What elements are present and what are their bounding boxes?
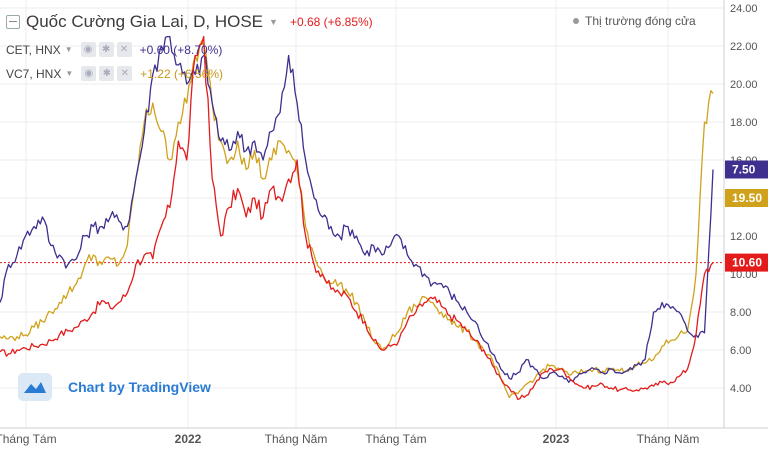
y-tick-label: 6.00 (730, 345, 751, 357)
x-tick-label: 2023 (543, 432, 570, 446)
y-tick-label: 4.00 (730, 383, 751, 395)
series-line-cet (0, 35, 714, 383)
cet-change: +0.60 (+8.70%) (139, 42, 223, 57)
price-label-box (725, 253, 768, 272)
y-tick-label: 18.00 (730, 117, 758, 129)
collapse-legend-icon[interactable] (6, 15, 20, 29)
close-icon[interactable]: ✕ (117, 66, 133, 81)
market-status-text: Thị trường đóng cửa (585, 14, 696, 28)
market-status: Thị trường đóng cửa (573, 14, 696, 28)
series-lines (0, 35, 714, 401)
vc7-symbol[interactable]: VC7, HNX (6, 66, 62, 81)
y-tick-label: 24.00 (730, 3, 758, 15)
price-label-vc7: 19.50 (725, 189, 768, 207)
eye-icon[interactable]: ◉ (81, 66, 97, 81)
series-line-qu-c-c-ng-gia-lai (0, 35, 714, 401)
tradingview-watermark[interactable]: Chart by TradingView (18, 373, 211, 401)
x-tick-label: Tháng Tám (0, 432, 57, 446)
legend: Quốc Cường Gia Lai, D, HOSE ▼ +0.68 (+6.… (0, 0, 730, 90)
series-actions: ◉ ✱ ✕ (80, 42, 132, 57)
x-tick-label: Tháng Tám (365, 432, 426, 446)
cet-symbol[interactable]: CET, HNX (6, 42, 61, 57)
main-change: +0.68 (+6.85%) (289, 15, 373, 29)
y-tick-label: 8.00 (730, 307, 751, 319)
gear-icon[interactable]: ✱ (98, 42, 114, 57)
x-tick-label: 2022 (175, 432, 202, 446)
legend-row-vc7[interactable]: VC7, HNX ▼ ◉ ✱ ✕ +1.22 (+6.56%) (6, 66, 223, 81)
tradingview-logo-icon (18, 373, 52, 401)
price-label-text: 19.50 (732, 191, 762, 205)
vc7-change: +1.22 (+6.56%) (140, 66, 224, 81)
price-label-text: 7.50 (732, 163, 756, 177)
price-label-box (725, 160, 768, 179)
watermark-text: Chart by TradingView (68, 379, 211, 395)
price-label-qcg: 10.60 (725, 253, 768, 272)
gear-icon[interactable]: ✱ (99, 66, 115, 81)
main-symbol-title[interactable]: Quốc Cường Gia Lai, D, HOSE (26, 12, 264, 31)
x-tick-label: Tháng Năm (265, 432, 328, 446)
price-label-text: 10.60 (732, 256, 762, 270)
y-tick-label: 12.00 (730, 231, 758, 243)
y-tick-label: 22.00 (730, 41, 758, 53)
price-labels: 7.50 19.50 10.60 (725, 160, 768, 272)
status-dot-icon (573, 18, 579, 24)
chevron-down-icon[interactable]: ▼ (65, 69, 74, 78)
y-tick-label: 10.00 (730, 269, 758, 281)
legend-main-row[interactable]: Quốc Cường Gia Lai, D, HOSE ▼ +0.68 (+6.… (6, 12, 373, 32)
chevron-down-icon[interactable]: ▼ (64, 45, 73, 54)
grid-lines (0, 0, 724, 428)
series-actions: ◉ ✱ ✕ (81, 66, 133, 81)
eye-icon[interactable]: ◉ (80, 42, 96, 57)
x-axis[interactable]: Tháng Tám 2022 Tháng Năm Tháng Tám 2023 Tháng… (0, 432, 699, 446)
price-label-cet: 7.50 (725, 160, 768, 179)
close-icon[interactable]: ✕ (116, 42, 132, 57)
price-label-box (725, 189, 768, 207)
chevron-down-icon[interactable]: ▼ (269, 17, 278, 27)
x-tick-label: Tháng Năm (637, 432, 700, 446)
legend-row-cet[interactable]: CET, HNX ▼ ◉ ✱ ✕ +0.60 (+8.70%) (6, 42, 222, 57)
y-tick-label: 20.00 (730, 79, 758, 91)
